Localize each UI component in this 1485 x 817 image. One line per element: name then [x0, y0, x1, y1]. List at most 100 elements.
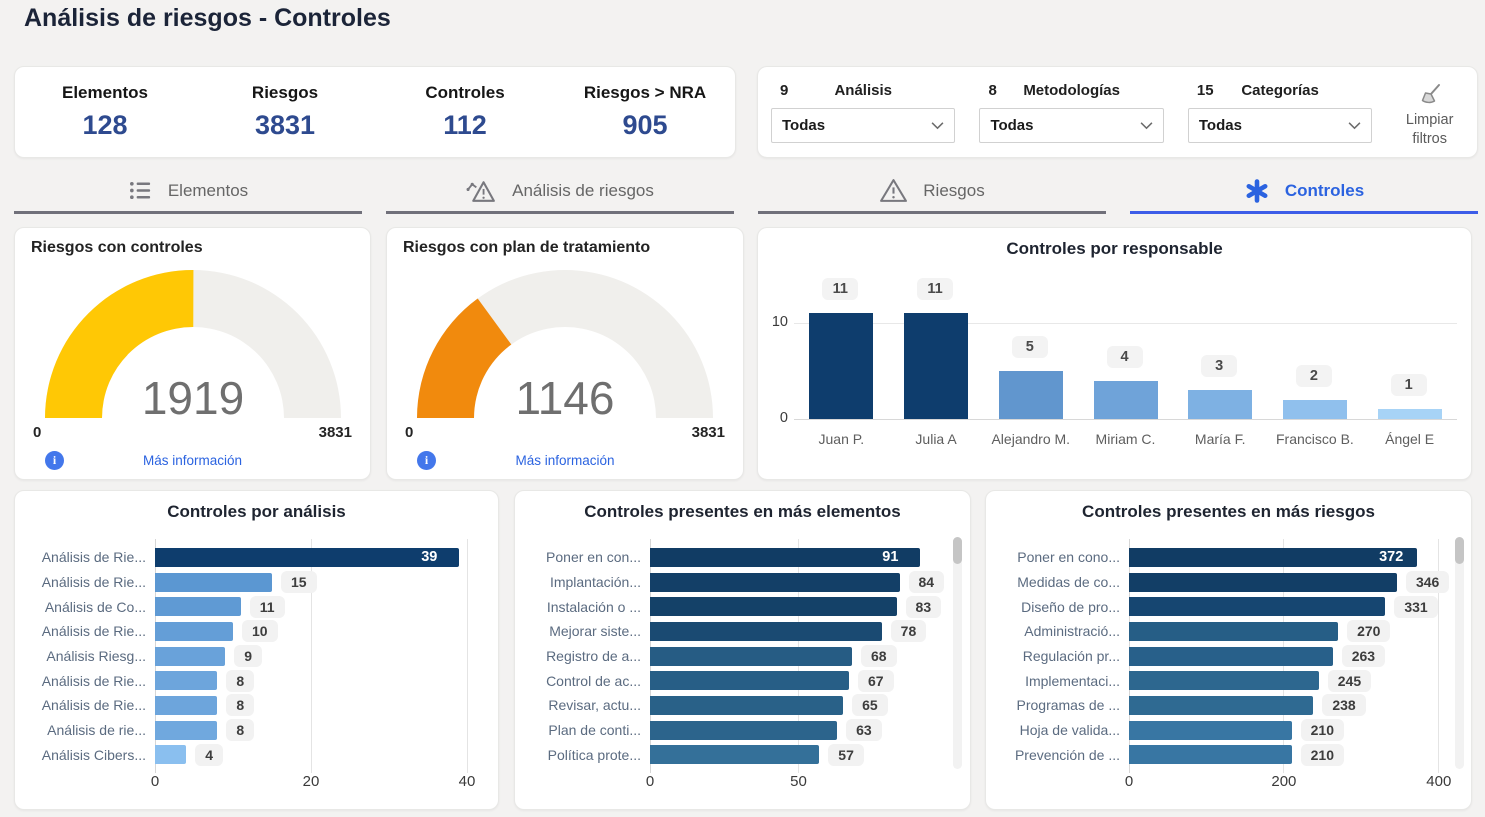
gridline [1438, 539, 1440, 774]
bar-Instalación o ...[interactable] [650, 597, 897, 617]
bar-Implementaci...[interactable] [1129, 671, 1319, 691]
bar-Análisis de Co...[interactable] [155, 597, 241, 617]
bar-Análisis de rie...[interactable] [155, 720, 218, 740]
bar-Análisis de Rie...[interactable] [155, 621, 233, 641]
scrollbar-thumb[interactable] [1455, 537, 1464, 564]
y-axis-category-label: Análisis Riesg... [46, 648, 146, 665]
filter-label: Análisis [834, 82, 892, 99]
y-axis-category-label: Regulación pr... [1022, 648, 1120, 665]
hbar-chart: Poner en cono... 372 Medidas de co... 346 Di… [998, 537, 1459, 801]
bar-row: Política prote... 57 [527, 743, 958, 768]
x-axis-tick: 0 [1124, 773, 1134, 791]
bar-Hoja de valida...[interactable] [1129, 720, 1292, 740]
bar-value-label: 63 [846, 719, 882, 742]
bar-Programas de ...[interactable] [1129, 695, 1314, 715]
bar-Medidas de co...[interactable] [1129, 572, 1397, 592]
bar-Poner en con...[interactable] [650, 547, 921, 567]
bar-value-label: 8 [226, 694, 255, 717]
bar-Plan de conti...[interactable] [650, 720, 838, 740]
categorias-dropdown[interactable]: Todas [1187, 108, 1373, 143]
bar-value-label: 3 [1201, 355, 1238, 378]
y-axis-category-label: Mejorar siste... [549, 623, 641, 640]
bar-Administració...[interactable] [1129, 621, 1339, 641]
bar-Poner en cono...[interactable] [1129, 547, 1418, 567]
bar-Ángel E[interactable] [1377, 409, 1442, 419]
y-axis-category-label: Implementaci... [1025, 672, 1120, 689]
bar-Análisis Riesg...[interactable] [155, 646, 226, 666]
bar-row: Análisis de Rie... 15 [27, 570, 486, 595]
gauge-card-riesgos-con-plan: Riesgos con plan de tratamiento 1146 0 3… [386, 227, 744, 480]
chart-title: Controles presentes en más riesgos [1082, 502, 1375, 521]
bar-value-label: 9 [234, 645, 262, 668]
chart-title: Controles presentes en más elementos [584, 502, 901, 521]
gauge-fill [417, 298, 512, 418]
gridline [466, 539, 468, 774]
bar-Miriam C.[interactable] [1093, 380, 1158, 419]
scrollbar-thumb[interactable] [953, 537, 962, 564]
kpi-label: Riesgos > NRA [583, 83, 707, 102]
clear-filters-button[interactable]: Limpiar filtros [1396, 79, 1463, 149]
y-axis-tick: 10 [771, 314, 788, 331]
more-info-link[interactable]: Más información [142, 453, 243, 468]
y-axis-category-label: Hoja de valida... [1019, 722, 1120, 739]
bar-Análisis de Rie...[interactable] [155, 671, 218, 691]
more-info-link[interactable]: Más información [515, 453, 615, 468]
x-axis-tick: 200 [1271, 773, 1297, 791]
y-axis-category-label: Poner en con... [546, 549, 641, 566]
info-icon[interactable] [45, 451, 64, 470]
bar-Análisis Cibers...[interactable] [155, 745, 187, 765]
tab-elementos[interactable]: Elementos [14, 170, 362, 214]
gauge-chart: 1919 [28, 256, 358, 429]
bar-row: Registro de a... 68 [527, 644, 958, 669]
y-axis-category-label: Administració... [1024, 623, 1120, 640]
tab-analisis-de-riesgos[interactable]: Análisis de riesgos [386, 170, 734, 214]
gauge-min-label: 0 [405, 424, 414, 441]
bar-Análisis de Rie...[interactable] [155, 695, 218, 715]
metodologias-dropdown[interactable]: Todas [979, 108, 1164, 143]
chart-scrollbar[interactable] [953, 537, 962, 769]
bar-María F.[interactable] [1188, 390, 1253, 419]
bar-Diseño de pro...[interactable] [1129, 597, 1386, 617]
bar-Mejorar siste...[interactable] [650, 621, 882, 641]
y-axis-tick: 0 [779, 410, 788, 426]
bar-Control de ac...[interactable] [650, 671, 849, 691]
bar-Juan P.[interactable] [809, 313, 874, 419]
filter-card: 9 Análisis Todas 8 Metodologías Todas 15… [757, 66, 1478, 158]
y-axis-category-label: Política prote... [547, 746, 641, 763]
bar-value-label: 372 [1379, 549, 1404, 566]
x-axis: 0 50 [646, 773, 950, 793]
tab-riesgos[interactable]: Riesgos [758, 170, 1106, 214]
bar-Análisis de Rie...[interactable] [155, 572, 272, 592]
y-axis-category-label: Plan de conti... [548, 722, 641, 739]
analisis-dropdown[interactable]: Todas [771, 108, 956, 143]
bar-row: Análisis de Rie... 8 [27, 693, 486, 718]
bar-Regulación pr...[interactable] [1129, 646, 1333, 666]
x-axis-tick: 40 [458, 773, 476, 791]
y-axis-category-label: Análisis de Rie... [41, 672, 146, 689]
bar-Julia A[interactable] [904, 313, 969, 419]
y-axis-category-label: Análisis de Rie... [41, 549, 146, 566]
bar-Prevención de ...[interactable] [1129, 745, 1292, 765]
bar-value-label: 68 [860, 645, 897, 668]
bar-Registro de a...[interactable] [650, 646, 852, 666]
bar-Política prote...[interactable] [650, 745, 820, 765]
bar-value-label: 238 [1322, 694, 1366, 717]
bar-Francisco B.[interactable] [1282, 399, 1347, 419]
x-axis-tick: 0 [645, 773, 655, 791]
bar-Alejandro M.[interactable] [998, 371, 1063, 419]
y-axis-category-label: Análisis de Rie... [41, 574, 146, 591]
bar-Análisis de Rie...[interactable] [155, 547, 460, 567]
kpi-label: Controles [425, 83, 505, 102]
bar-Revisar, actu...[interactable] [650, 695, 844, 715]
y-axis-category-label: Programas de ... [1016, 697, 1121, 714]
bar-row: Control de ac... 67 [527, 668, 958, 693]
gridline [794, 323, 1457, 325]
info-icon[interactable] [417, 451, 436, 470]
filter-count: 15 [1196, 82, 1214, 99]
chart-scrollbar[interactable] [1455, 537, 1464, 769]
x-axis-tick: 20 [302, 773, 320, 791]
tab-controles[interactable]: Controles [1130, 170, 1478, 214]
bar-value-label: 8 [226, 669, 255, 692]
bar-Implantación...[interactable] [650, 572, 900, 592]
x-axis-category-label: Miriam C. [1095, 431, 1156, 447]
